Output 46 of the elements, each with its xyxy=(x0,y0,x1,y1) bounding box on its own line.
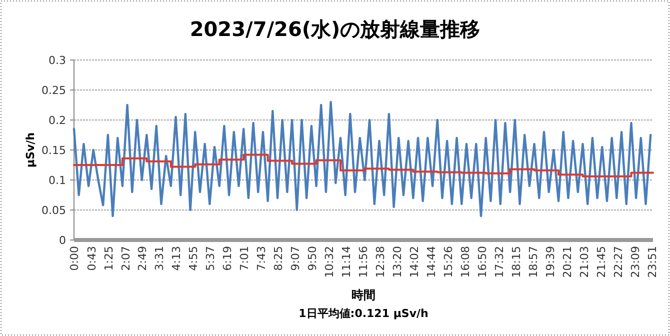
x-tick-label: 7:43 xyxy=(254,246,268,271)
x-tick-label: 23:09 xyxy=(628,246,642,278)
y-tick-label: 0.25 xyxy=(42,84,66,97)
x-tick-label: 16:08 xyxy=(458,246,472,278)
x-tick-label: 14:02 xyxy=(408,246,421,278)
x-tick-label: 12:38 xyxy=(374,246,388,278)
y-axis-title: µSv/h xyxy=(24,132,37,168)
x-tick-label: 7:01 xyxy=(238,246,251,271)
x-tick-label: 21:45 xyxy=(594,246,608,278)
x-tick-label: 0:43 xyxy=(85,246,98,271)
x-tick-label: 11:56 xyxy=(357,246,370,278)
y-tick-label: 0 xyxy=(59,234,66,247)
x-tick-label: 16:50 xyxy=(476,246,489,278)
y-tick-label: 0.1 xyxy=(48,174,66,187)
x-tick-label: 20:21 xyxy=(561,246,574,278)
y-tick-label: 0.2 xyxy=(48,114,66,127)
y-tick-label: 0.15 xyxy=(42,144,66,157)
x-tick-label: 4:13 xyxy=(170,246,184,271)
x-tick-label: 18:15 xyxy=(510,246,524,278)
x-axis-title: 時間 xyxy=(352,288,376,302)
x-tick-label: 8:25 xyxy=(272,246,285,271)
x-tick-label: 22:27 xyxy=(612,246,625,278)
x-tick-label: 10:32 xyxy=(323,246,336,278)
x-tick-label: 6:19 xyxy=(221,246,234,271)
x-tick-label: 23:51 xyxy=(646,246,659,278)
x-tick-label: 2:49 xyxy=(136,246,150,271)
x-tick-label: 14:44 xyxy=(424,246,438,278)
x-tick-label: 9:07 xyxy=(288,246,302,271)
chart-title: 2023/7/26(水)の放射線量推移 xyxy=(190,17,480,41)
x-tick-label: 19:39 xyxy=(544,246,558,278)
x-tick-label: 18:57 xyxy=(527,246,540,278)
y-tick-label: 0.05 xyxy=(42,204,66,217)
x-tick-label: 4:55 xyxy=(187,246,200,271)
x-tick-label: 21:03 xyxy=(578,246,591,278)
y-tick-label: 0.3 xyxy=(48,54,66,67)
x-tick-label: 5:37 xyxy=(204,246,218,271)
x-tick-label: 0:00 xyxy=(68,246,81,271)
x-tick-label: 13:20 xyxy=(391,246,404,278)
x-tick-label: 17:32 xyxy=(492,246,506,278)
x-tick-label: 11:14 xyxy=(340,246,354,278)
x-tick-label: 2:07 xyxy=(119,246,132,271)
x-tick-label: 9:50 xyxy=(306,246,320,271)
x-tick-label: 1:25 xyxy=(102,246,116,271)
x-tick-label: 3:31 xyxy=(153,246,166,271)
x-tick-label: 15:26 xyxy=(442,246,455,278)
text: 1日平均値:0.121 µSv/h xyxy=(298,307,428,320)
